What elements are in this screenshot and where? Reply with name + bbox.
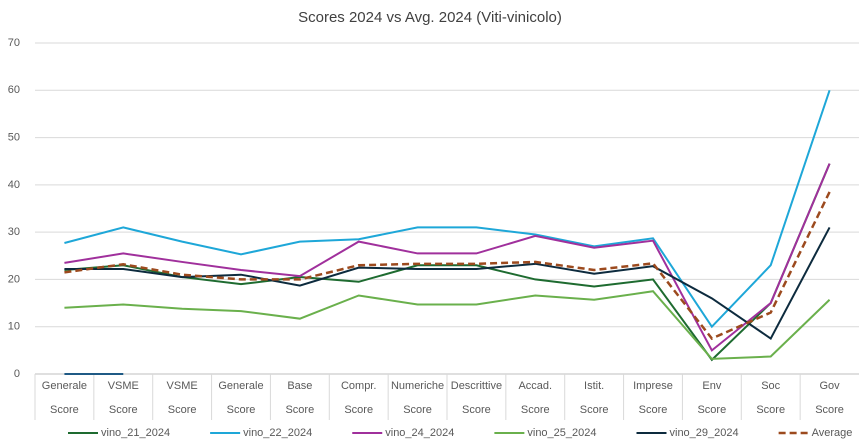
y-tick-label: 10 xyxy=(8,321,20,333)
x-tick-label: Compr. Score xyxy=(341,380,376,416)
x-tick-label: Env Score xyxy=(697,380,726,416)
x-tick-label: Numeriche Score xyxy=(391,380,444,416)
x-tick-label: Soc Score xyxy=(756,380,785,416)
x-tick-label: VSME Score xyxy=(167,380,198,416)
y-tick-label: 20 xyxy=(8,273,20,285)
x-tick-label: Generale Score xyxy=(218,380,263,416)
x-tick-label: Accad. Score xyxy=(518,380,552,416)
x-tick-label: VSME Score xyxy=(108,380,139,416)
legend-label: vino_21_2024 xyxy=(101,427,170,439)
legend-label: vino_25_2024 xyxy=(527,427,596,439)
legend-label: vino_24_2024 xyxy=(385,427,454,439)
x-tick-label: Imprese Score xyxy=(633,380,673,416)
legend-label: Average xyxy=(812,427,853,439)
series-line xyxy=(64,89,831,329)
y-tick-label: 50 xyxy=(8,131,20,143)
x-tick-label: Generale Score xyxy=(42,380,87,416)
series-line xyxy=(64,163,831,352)
series-line xyxy=(64,290,831,360)
y-tick-label: 0 xyxy=(14,368,20,380)
legend-label: vino_22_2024 xyxy=(243,427,312,439)
legend-label: vino_29_2024 xyxy=(670,427,739,439)
y-tick-label: 60 xyxy=(8,84,20,96)
y-tick-label: 70 xyxy=(8,37,20,49)
series-line xyxy=(64,191,831,341)
x-tick-label: Istit. Score xyxy=(580,380,609,416)
series-line xyxy=(64,226,831,340)
chart-title: Scores 2024 vs Avg. 2024 (Viti-vinicolo) xyxy=(298,9,562,26)
x-tick-label: Base Score xyxy=(285,380,314,416)
y-tick-label: 40 xyxy=(8,179,20,191)
x-tick-label: Gov Score xyxy=(815,380,844,416)
y-tick-label: 30 xyxy=(8,226,20,238)
x-tick-label: Descrittive Score xyxy=(451,380,502,416)
